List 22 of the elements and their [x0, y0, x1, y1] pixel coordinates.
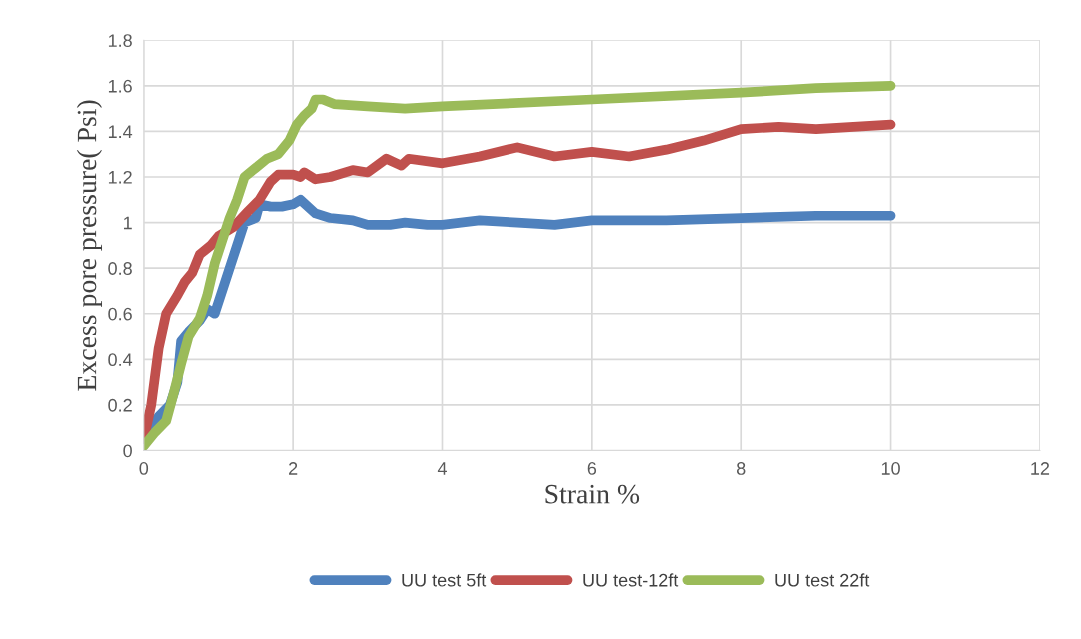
y-tick-label: 0.4 [108, 353, 133, 367]
x-tick-label: 4 [437, 462, 447, 475]
x-tick-label: 6 [587, 462, 597, 475]
y-tick-label: 0.8 [108, 262, 132, 275]
legend-label: UU test 22ft [775, 573, 870, 587]
legend-label: UU test 5ft [402, 573, 487, 587]
y-tick-label: 1.8 [108, 34, 132, 47]
legend-label: UU test-12ft [583, 573, 679, 587]
y-tick-label: 1.2 [108, 170, 132, 184]
y-tick-label: 1.4 [108, 125, 133, 138]
x-tick-label: 0 [139, 462, 149, 475]
x-tick-label: 2 [289, 462, 298, 475]
y-tick-label: 0.2 [108, 398, 132, 412]
x-axis-title: Strain % [545, 484, 640, 504]
y-axis-title: Excess pore pressure( Psi) [76, 100, 103, 391]
x-tick-label: 8 [736, 462, 746, 475]
y-tick-label: 0.6 [108, 307, 132, 321]
x-tick-label: 12 [1031, 462, 1050, 475]
y-tick-label: 1.6 [108, 79, 132, 93]
x-tick-label: 10 [881, 462, 900, 475]
y-tick-label: 1 [124, 216, 132, 230]
y-tick-label: 0 [123, 444, 132, 458]
